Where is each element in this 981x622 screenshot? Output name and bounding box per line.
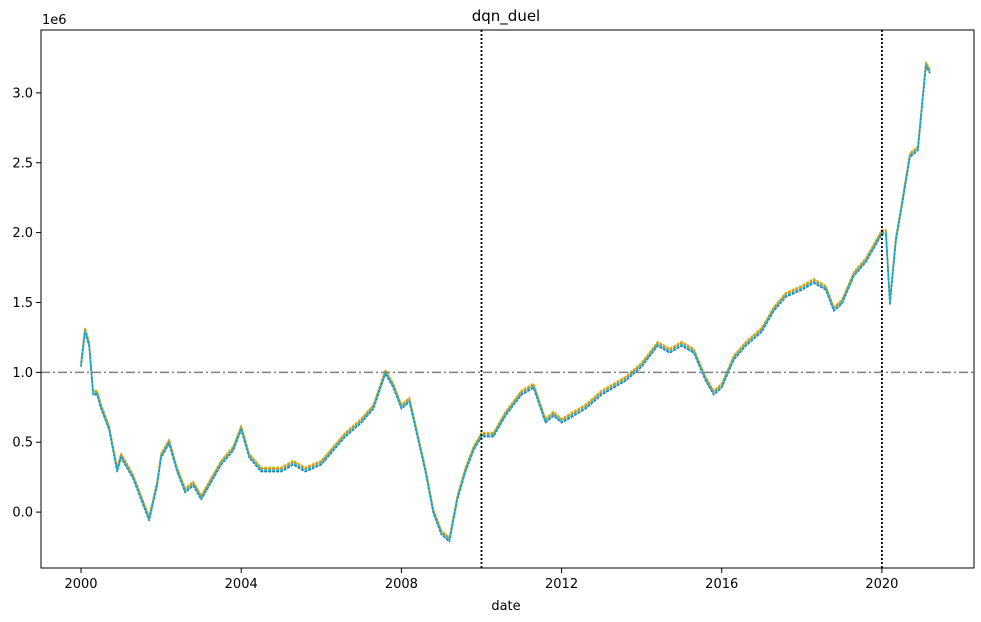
series-line-0 bbox=[80, 64, 931, 541]
x-tick-label: 2008 bbox=[385, 577, 418, 592]
y-tick-label: 0.0 bbox=[12, 506, 33, 521]
series-line-3 bbox=[80, 65, 931, 543]
plot-area bbox=[41, 30, 974, 568]
y-tick-label: 2.0 bbox=[12, 226, 33, 241]
x-tick-label: 2012 bbox=[545, 577, 578, 592]
y-offset-label: 1e6 bbox=[42, 13, 67, 28]
x-tick-label: 2000 bbox=[64, 577, 97, 592]
y-tick-label: 1.0 bbox=[12, 366, 33, 381]
y-tick-label: 2.5 bbox=[12, 156, 33, 171]
x-tick-label: 2016 bbox=[705, 577, 738, 592]
series-line-2 bbox=[80, 62, 931, 540]
axes-frame bbox=[40, 29, 975, 569]
x-axis-label: date bbox=[491, 599, 520, 614]
series-line-1 bbox=[80, 61, 931, 539]
y-axis: 0.0 0.5 1.0 1.5 2.0 2.5 3.0 bbox=[12, 86, 41, 521]
x-axis: 2000 2004 2008 2012 2016 2020 bbox=[64, 568, 898, 592]
x-tick-label: 2004 bbox=[225, 577, 258, 592]
chart-title: dqn_duel bbox=[472, 7, 540, 26]
y-tick-label: 3.0 bbox=[12, 86, 33, 101]
y-tick-label: 1.5 bbox=[12, 296, 33, 311]
x-tick-label: 2020 bbox=[865, 577, 898, 592]
y-tick-label: 0.5 bbox=[12, 436, 33, 451]
